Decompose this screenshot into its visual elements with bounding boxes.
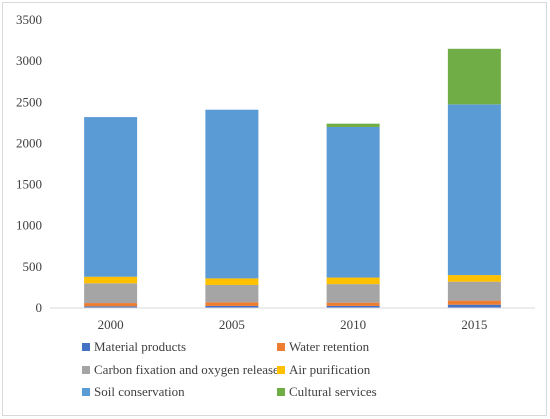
bar-segment	[205, 278, 259, 285]
legend-label: Carbon fixation and oxygen release	[94, 362, 279, 377]
x-tick-label: 2015	[461, 317, 487, 332]
bar-segment	[447, 48, 501, 105]
legend-label: Material products	[94, 339, 186, 354]
bar-segment	[326, 305, 380, 308]
bars-layer	[84, 48, 501, 308]
y-tick-label: 0	[36, 300, 43, 315]
y-tick-label: 500	[23, 259, 43, 274]
legend-label: Soil conservation	[94, 384, 185, 399]
legend-swatch	[82, 343, 90, 351]
bar-segment	[205, 109, 259, 279]
x-tick-label: 2000	[98, 317, 124, 332]
bar-segment	[326, 123, 380, 127]
bar-segment	[84, 283, 138, 304]
legend-swatch	[277, 366, 285, 374]
bar-segment	[326, 126, 380, 278]
bar-segment	[447, 300, 501, 305]
bar-segment	[447, 104, 501, 276]
x-tick-label: 2005	[219, 317, 245, 332]
bar-segment	[447, 304, 501, 308]
bar-segment	[205, 284, 259, 303]
bar-segment	[84, 276, 138, 284]
legend-label: Cultural services	[289, 384, 377, 399]
y-tick-label: 1500	[16, 177, 42, 192]
x-axis-ticks: 2000 2005 2010 2015	[98, 317, 488, 332]
y-tick-label: 1000	[16, 218, 42, 233]
bar-segment	[447, 275, 501, 282]
bar-segment	[84, 306, 138, 308]
legend-label: Water retention	[289, 339, 370, 354]
bar-segment	[84, 303, 138, 307]
bar-segment	[205, 305, 259, 308]
legend-label: Air purification	[289, 362, 371, 377]
legend: Material products Water retention Carbon f…	[82, 339, 377, 399]
y-axis-ticks: 0 500 1000 1500 2000 2500 3000 3500	[16, 12, 42, 315]
legend-swatch	[277, 388, 285, 396]
bar-segment	[326, 302, 380, 306]
bar-segment	[326, 284, 380, 303]
bar-segment	[205, 302, 259, 306]
bar-segment	[447, 281, 501, 301]
bar-segment	[84, 117, 138, 277]
x-tick-label: 2010	[340, 317, 366, 332]
y-tick-label: 2500	[16, 94, 42, 109]
legend-swatch	[82, 388, 90, 396]
y-tick-label: 3500	[16, 12, 42, 27]
bar-segment	[326, 277, 380, 285]
legend-swatch	[82, 366, 90, 374]
legend-swatch	[277, 343, 285, 351]
y-tick-label: 3000	[16, 53, 42, 68]
y-tick-label: 2000	[16, 135, 42, 150]
